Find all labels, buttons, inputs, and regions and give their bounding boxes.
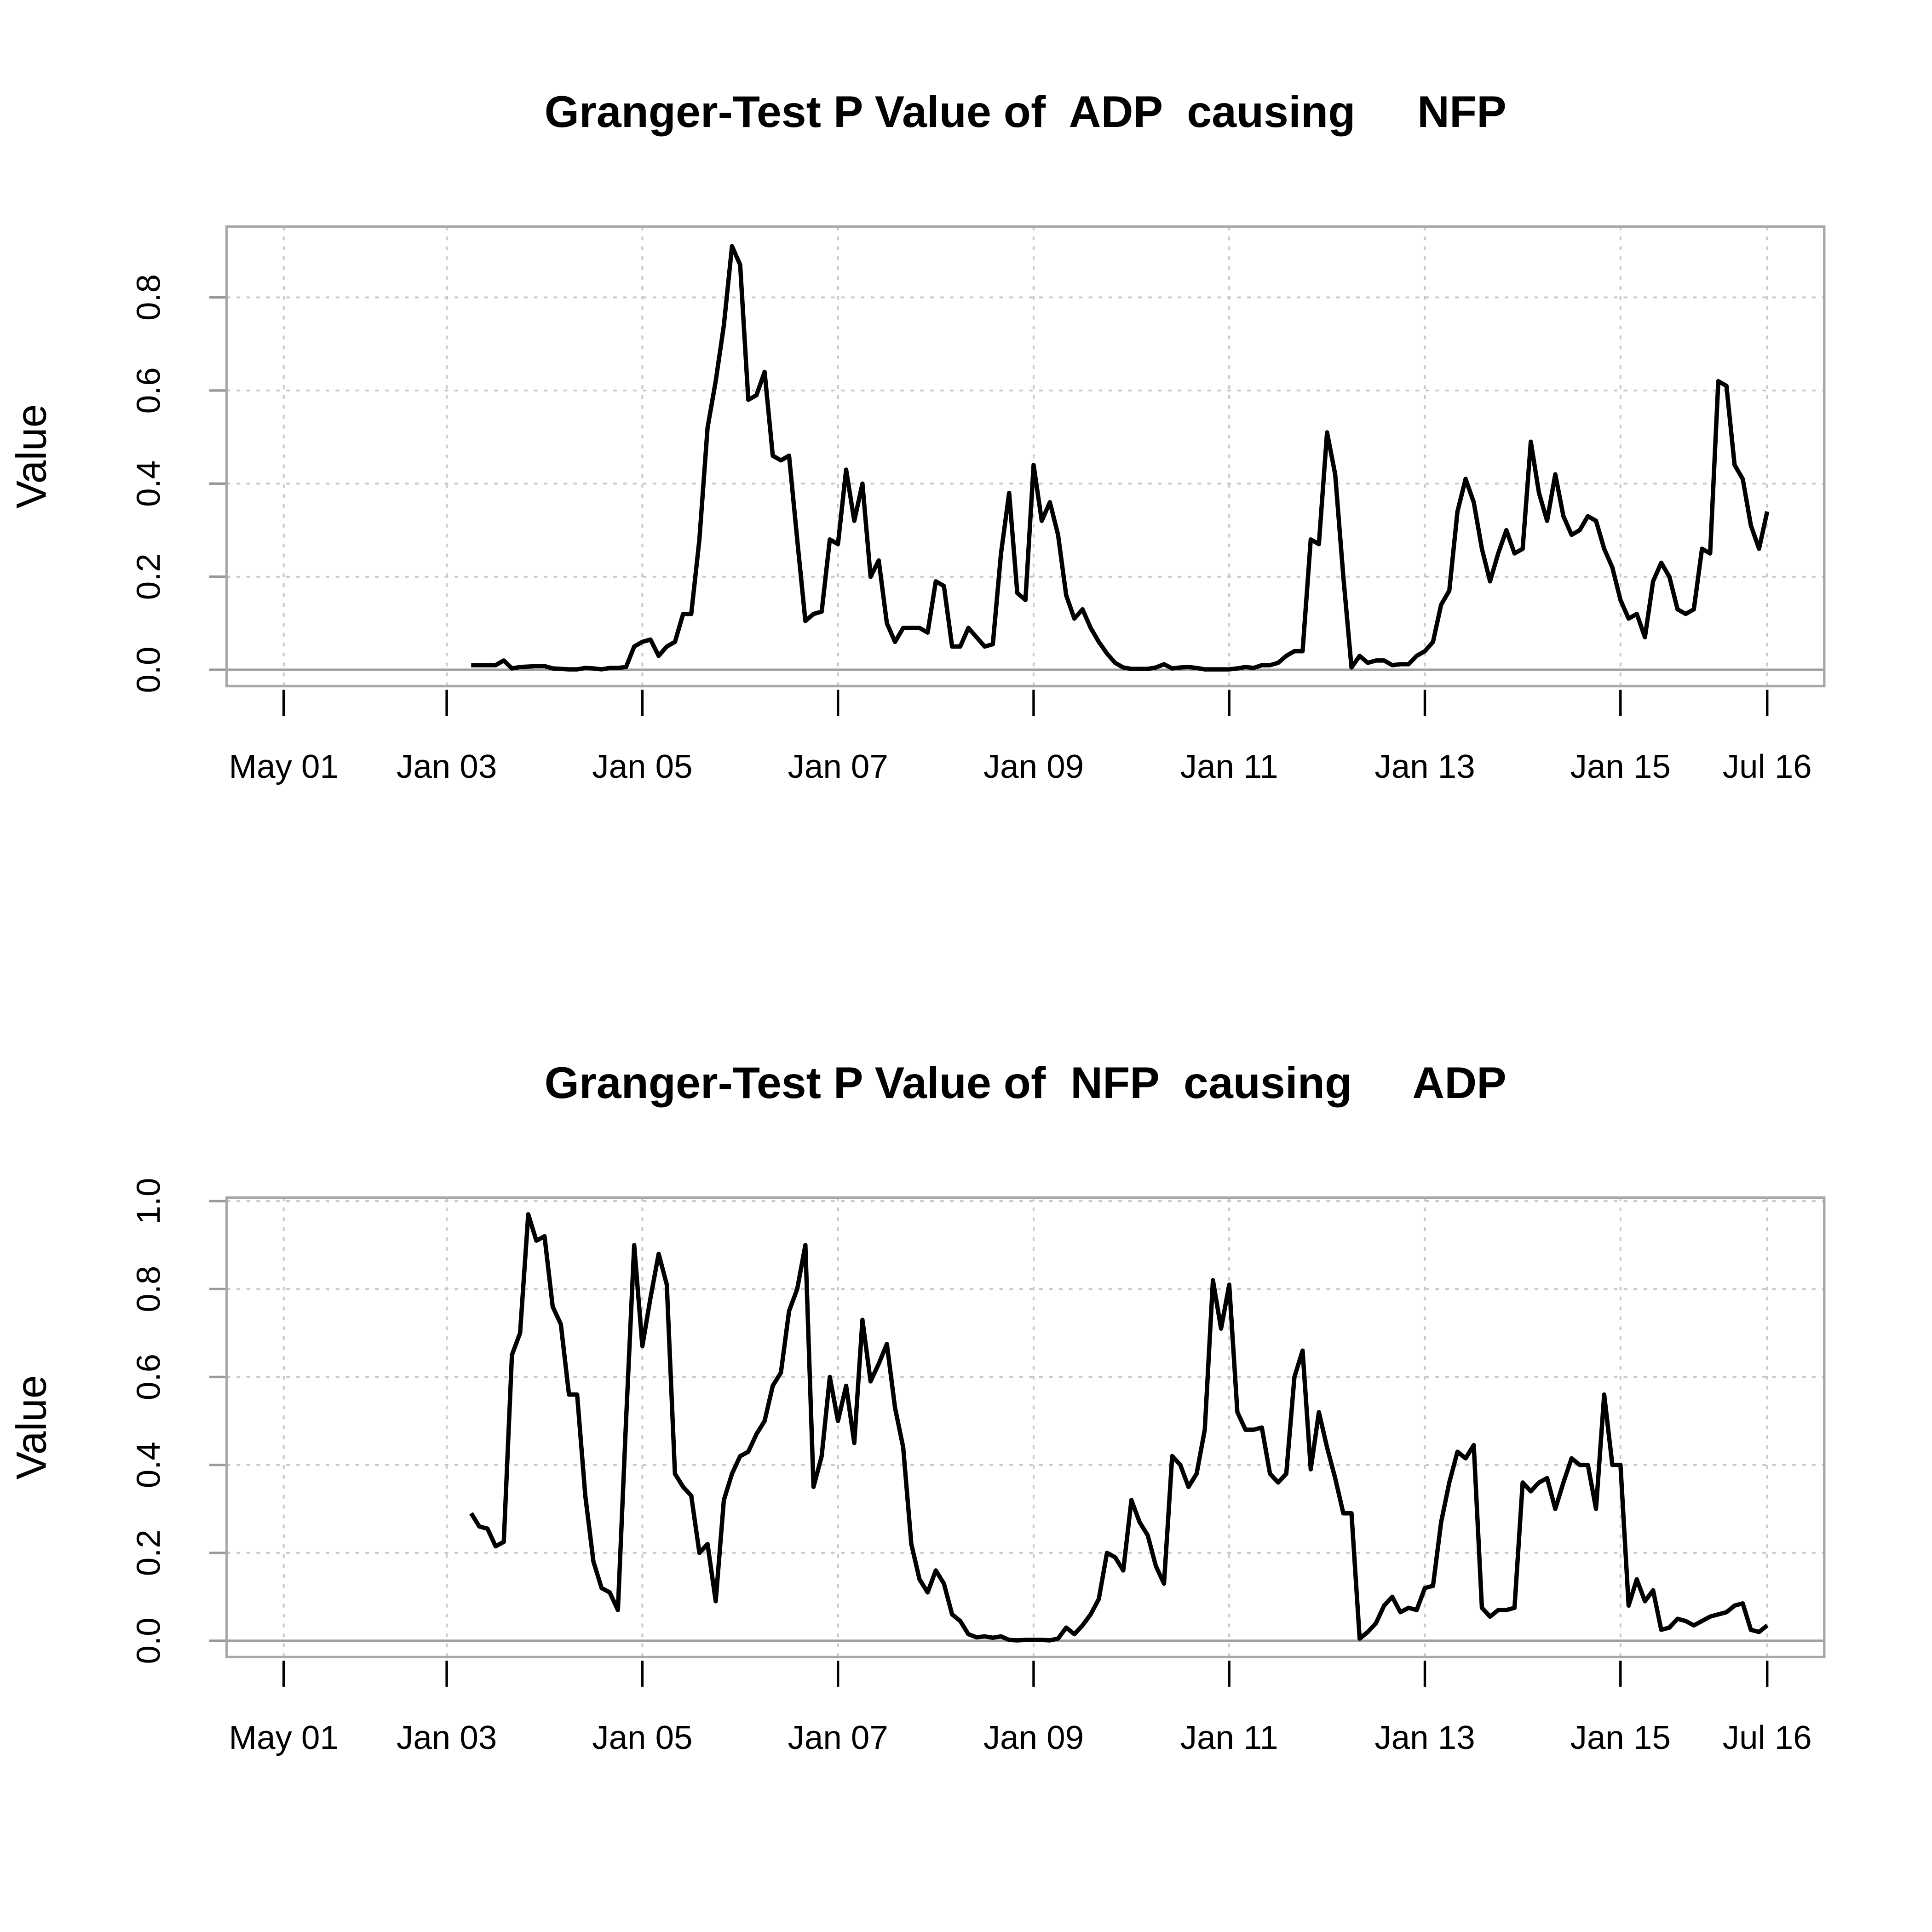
y-tick-label: 0.2 (130, 1530, 167, 1576)
y-tick-label: 0.2 (130, 553, 167, 600)
x-tick-label: May 01 (229, 1719, 339, 1756)
y-tick-label: 0.6 (130, 1354, 167, 1400)
y-tick-label: 0.8 (130, 274, 167, 321)
y-axis-label: Value (8, 404, 55, 508)
panel: Granger-Test P Value of ADP causing NFP V… (8, 86, 1826, 785)
y-tick-label: 1.0 (130, 1178, 167, 1225)
y-tick-label: 0.4 (130, 460, 167, 507)
data-line (471, 244, 1770, 672)
x-tick-label: Jul 16 (1723, 748, 1812, 785)
chart-title: Granger-Test P Value of ADP causing NFP (545, 86, 1506, 137)
x-tick-label: Jan 09 (983, 748, 1084, 785)
y-axis-label: Value (8, 1375, 55, 1479)
x-tick-label: Jan 05 (592, 748, 692, 785)
plot-frame (225, 225, 1826, 688)
x-tick-label: Jan 05 (592, 1719, 692, 1756)
x-tick-label: Jul 16 (1723, 1719, 1812, 1756)
plot-frame (225, 1196, 1826, 1659)
x-tick-label: Jan 15 (1570, 1719, 1671, 1756)
x-tick-label: Jan 11 (1180, 748, 1278, 785)
y-tick-label: 0.0 (130, 647, 167, 693)
y-tick-label: 0.8 (130, 1266, 167, 1312)
x-tick-label: Jan 09 (983, 1719, 1084, 1756)
x-tick-label: Jan 07 (788, 1719, 888, 1756)
x-tick-label: Jan 15 (1570, 748, 1671, 785)
x-tick-label: Jan 13 (1374, 748, 1475, 785)
x-tick-label: Jan 13 (1374, 1719, 1475, 1756)
data-line (469, 1212, 1769, 1643)
x-tick-label: Jan 03 (397, 748, 497, 785)
x-tick-label: Jan 11 (1180, 1719, 1278, 1756)
y-tick-label: 0.0 (130, 1617, 167, 1664)
x-tick-label: Jan 03 (397, 1719, 497, 1756)
x-tick-label: May 01 (229, 748, 339, 785)
x-tick-label: Jan 07 (788, 748, 888, 785)
y-tick-label: 0.6 (130, 367, 167, 414)
chart-title: Granger-Test P Value of NFP causing ADP (545, 1058, 1506, 1108)
panel: Granger-Test P Value of NFP causing ADP V… (8, 1058, 1826, 1756)
y-tick-label: 0.4 (130, 1442, 167, 1488)
